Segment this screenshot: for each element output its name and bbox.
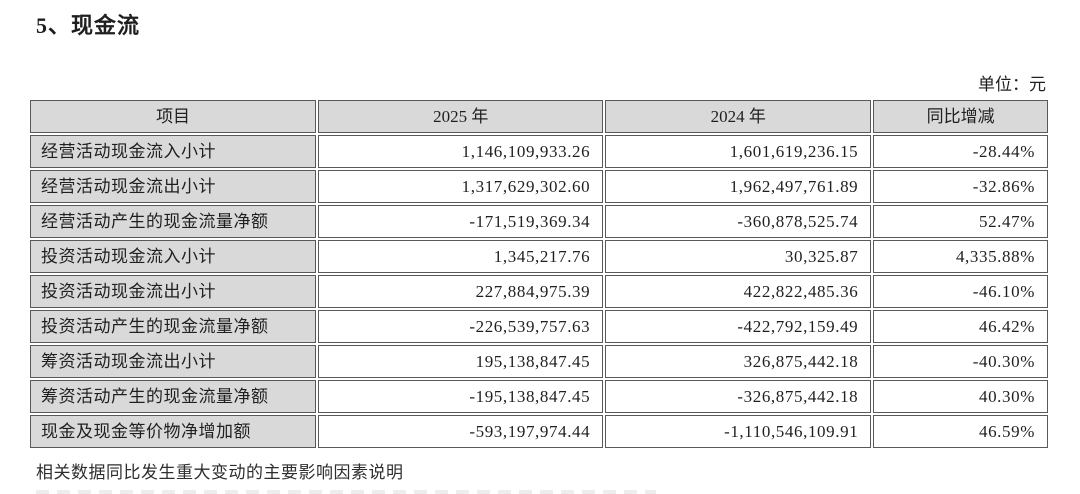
- row-item-label: 筹资活动现金流出小计: [30, 345, 317, 378]
- row-item-label: 投资活动现金流出小计: [30, 275, 317, 308]
- value-2024: 326,875,442.18: [605, 345, 872, 378]
- value-2024: -422,792,159.49: [605, 310, 872, 343]
- value-2024: -326,875,442.18: [605, 380, 872, 413]
- value-2025: 195,138,847.45: [318, 345, 604, 378]
- column-header-item: 项目: [30, 100, 317, 133]
- note-text: 相关数据同比发生重大变动的主要影响因素说明: [36, 463, 404, 482]
- value-2024: -1,110,546,109.91: [605, 415, 872, 448]
- value-2024: 1,601,619,236.15: [605, 135, 872, 168]
- table-header-row: 项目 2025 年 2024 年 同比增减: [30, 100, 1048, 133]
- row-item-label: 投资活动现金流入小计: [30, 240, 317, 273]
- row-item-label: 经营活动现金流出小计: [30, 170, 317, 203]
- value-2025: 1,146,109,933.26: [318, 135, 604, 168]
- value-yoy: 46.42%: [873, 310, 1048, 343]
- value-yoy: -32.86%: [873, 170, 1048, 203]
- value-2025: 1,345,217.76: [318, 240, 604, 273]
- table-row: 投资活动现金流出小计 227,884,975.39 422,822,485.36…: [30, 275, 1048, 308]
- table-row: 投资活动产生的现金流量净额 -226,539,757.63 -422,792,1…: [30, 310, 1048, 343]
- value-yoy: -46.10%: [873, 275, 1048, 308]
- table-row: 筹资活动现金流出小计 195,138,847.45 326,875,442.18…: [30, 345, 1048, 378]
- row-item-label: 经营活动现金流入小计: [30, 135, 317, 168]
- table-row: 现金及现金等价物净增加额 -593,197,974.44 -1,110,546,…: [30, 415, 1048, 448]
- table-row: 经营活动现金流入小计 1,146,109,933.26 1,601,619,23…: [30, 135, 1048, 168]
- value-yoy: -40.30%: [873, 345, 1048, 378]
- row-item-label: 投资活动产生的现金流量净额: [30, 310, 317, 343]
- unit-label: 单位：元: [978, 75, 1046, 94]
- column-header-yoy: 同比增减: [873, 100, 1048, 133]
- value-2025: -593,197,974.44: [318, 415, 604, 448]
- value-yoy: 40.30%: [873, 380, 1048, 413]
- row-item-label: 现金及现金等价物净增加额: [30, 415, 317, 448]
- value-yoy: -28.44%: [873, 135, 1048, 168]
- value-yoy: 52.47%: [873, 205, 1048, 238]
- table-row: 经营活动产生的现金流量净额 -171,519,369.34 -360,878,5…: [30, 205, 1048, 238]
- value-2024: -360,878,525.74: [605, 205, 872, 238]
- clipped-next-line-hint: [36, 490, 656, 494]
- value-2024: 30,325.87: [605, 240, 872, 273]
- column-header-2024: 2024 年: [605, 100, 872, 133]
- row-item-label: 筹资活动产生的现金流量净额: [30, 380, 317, 413]
- value-2025: 1,317,629,302.60: [318, 170, 604, 203]
- section-title: 5、现金流: [36, 13, 141, 38]
- column-header-2025: 2025 年: [318, 100, 604, 133]
- value-2025: -195,138,847.45: [318, 380, 604, 413]
- value-2025: 227,884,975.39: [318, 275, 604, 308]
- cashflow-table: 项目 2025 年 2024 年 同比增减 经营活动现金流入小计 1,146,1…: [28, 98, 1050, 450]
- value-2024: 1,962,497,761.89: [605, 170, 872, 203]
- value-2025: -226,539,757.63: [318, 310, 604, 343]
- table-row: 经营活动现金流出小计 1,317,629,302.60 1,962,497,76…: [30, 170, 1048, 203]
- value-2024: 422,822,485.36: [605, 275, 872, 308]
- row-item-label: 经营活动产生的现金流量净额: [30, 205, 317, 238]
- value-yoy: 4,335.88%: [873, 240, 1048, 273]
- value-2025: -171,519,369.34: [318, 205, 604, 238]
- value-yoy: 46.59%: [873, 415, 1048, 448]
- table-row: 筹资活动产生的现金流量净额 -195,138,847.45 -326,875,4…: [30, 380, 1048, 413]
- table-row: 投资活动现金流入小计 1,345,217.76 30,325.87 4,335.…: [30, 240, 1048, 273]
